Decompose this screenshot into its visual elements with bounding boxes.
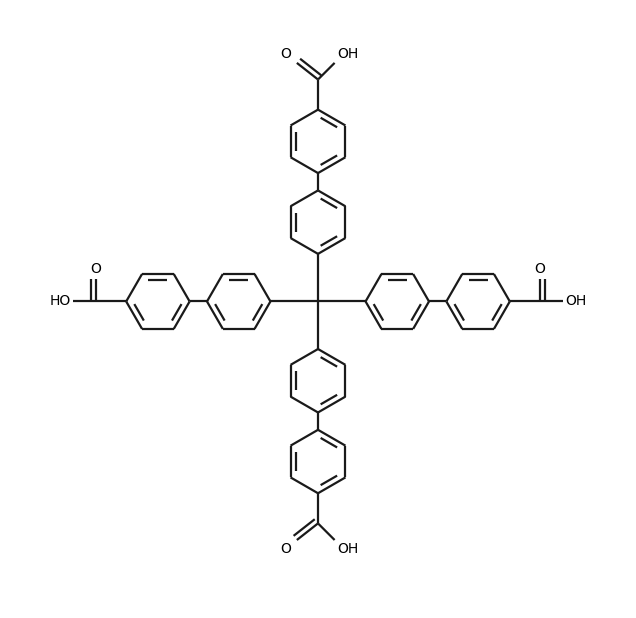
Text: OH: OH xyxy=(338,541,359,556)
Text: HO: HO xyxy=(49,294,71,308)
Text: OH: OH xyxy=(565,294,587,308)
Text: OH: OH xyxy=(338,48,359,61)
Text: O: O xyxy=(280,48,291,61)
Text: O: O xyxy=(280,541,291,556)
Text: O: O xyxy=(90,262,102,276)
Text: O: O xyxy=(534,262,546,276)
